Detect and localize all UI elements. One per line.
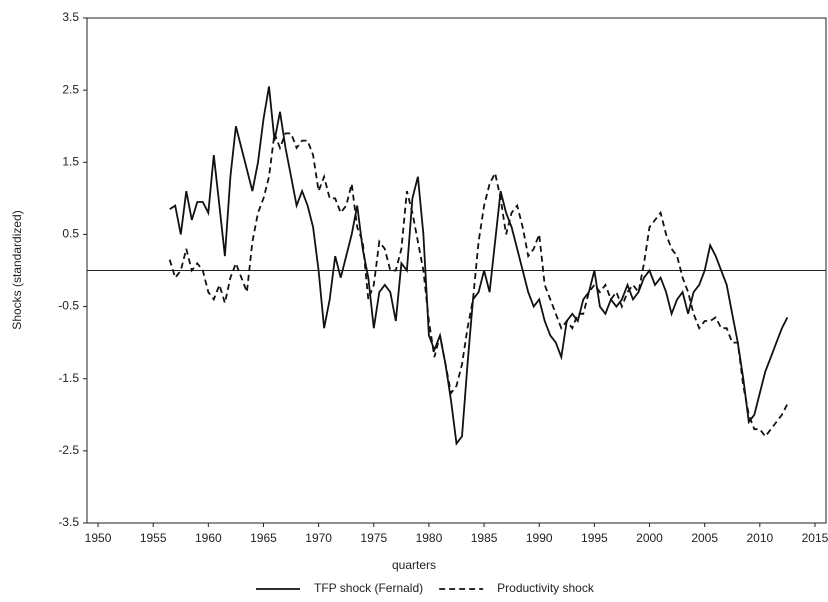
x-tick-label: 1990 [526, 531, 553, 545]
x-tick-label: 1965 [250, 531, 277, 545]
y-tick-label: -3.5 [58, 515, 79, 529]
y-tick-label: -0.5 [58, 299, 79, 313]
x-tick-label: 1955 [140, 531, 167, 545]
x-tick-label: 1975 [360, 531, 387, 545]
x-tick-label: 2005 [691, 531, 718, 545]
y-axis-label: Shocks (standardized) [10, 210, 24, 329]
y-tick-label: -1.5 [58, 371, 79, 385]
x-tick-label: 1950 [85, 531, 112, 545]
x-tick-label: 1980 [416, 531, 443, 545]
y-tick-label: 1.5 [62, 154, 79, 168]
y-tick-label: 3.5 [62, 10, 79, 24]
legend-label: TFP shock (Fernald) [314, 581, 423, 595]
x-tick-label: 1960 [195, 531, 222, 545]
x-axis-label: quarters [392, 558, 436, 572]
x-tick-label: 1995 [581, 531, 608, 545]
series-line [169, 86, 789, 446]
y-tick-label: 0.5 [62, 227, 79, 241]
x-tick-label: 2010 [746, 531, 773, 545]
x-tick-label: 1985 [471, 531, 498, 545]
legend-label: Productivity shock [497, 581, 595, 595]
x-tick-label: 2015 [802, 531, 828, 545]
x-tick-label: 2000 [636, 531, 663, 545]
y-tick-label: 2.5 [62, 82, 79, 96]
x-tick-label: 1970 [305, 531, 332, 545]
y-tick-label: -2.5 [58, 443, 79, 457]
series-line [168, 132, 789, 438]
